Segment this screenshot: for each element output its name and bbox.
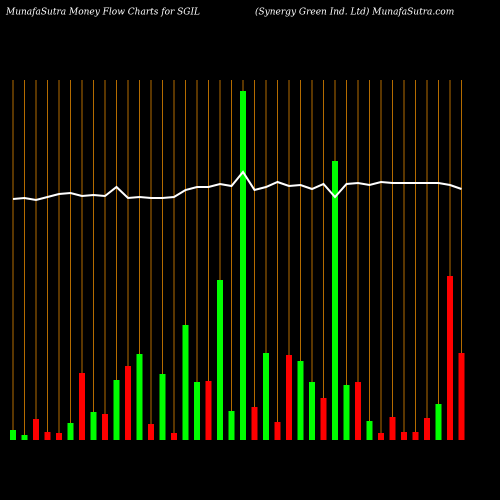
bar	[10, 430, 16, 440]
bar	[21, 435, 28, 440]
chart-title: MunafaSutra Money Flow Charts for SGIL	[5, 8, 200, 18]
bar	[389, 417, 396, 440]
bar	[458, 353, 465, 440]
bar	[228, 411, 235, 440]
bar	[309, 382, 315, 440]
bar	[79, 373, 85, 440]
bar	[217, 280, 223, 440]
bar	[90, 412, 97, 440]
bar	[435, 404, 442, 440]
bar	[148, 424, 154, 440]
bar	[274, 422, 281, 440]
bar	[205, 381, 212, 440]
bar	[412, 432, 419, 440]
bar	[171, 433, 177, 440]
bar	[125, 366, 131, 440]
bar	[286, 355, 292, 440]
bar	[113, 380, 120, 440]
bar	[159, 374, 166, 440]
bar	[136, 354, 143, 440]
chart-subtitle: (Synergy Green Ind. Ltd) MunafaSutra.com	[255, 7, 454, 18]
bar	[320, 398, 327, 440]
bar	[332, 161, 338, 440]
bar	[33, 419, 39, 440]
bar	[182, 325, 189, 440]
bar	[56, 433, 62, 440]
money-flow-line	[12, 170, 462, 202]
bar	[401, 432, 407, 440]
bar	[44, 432, 51, 440]
bar	[263, 353, 269, 440]
bar	[366, 421, 373, 440]
bar	[424, 418, 430, 440]
bar	[343, 385, 350, 440]
bar	[194, 382, 200, 440]
bar	[67, 423, 74, 440]
bar	[251, 407, 258, 440]
bar	[378, 433, 384, 440]
bar	[355, 382, 361, 440]
bar	[240, 91, 246, 440]
bar	[102, 414, 108, 440]
bar	[297, 361, 304, 440]
bar	[447, 276, 453, 440]
